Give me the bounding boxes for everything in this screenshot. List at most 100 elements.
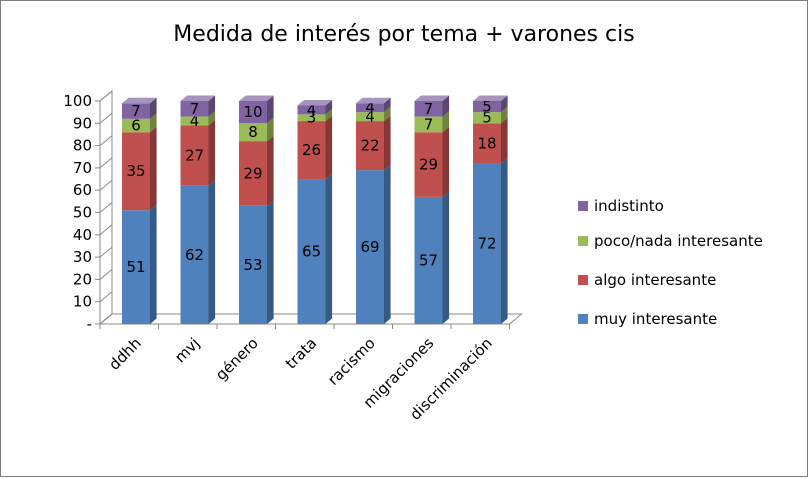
data-label: 27 <box>185 147 204 165</box>
bar-muy-interesante <box>122 210 150 324</box>
data-label: 35 <box>126 162 145 180</box>
x-category-label: ddhh <box>105 334 145 374</box>
bar-side-muy-interesante <box>325 173 333 324</box>
x-category-label: mvj <box>171 334 203 366</box>
data-label: 26 <box>302 141 321 159</box>
bar-side-muy-interesante <box>384 164 391 324</box>
y-tick-diag <box>99 112 113 124</box>
legend-swatch <box>578 275 588 285</box>
legend-label: poco/nada interesante <box>594 232 763 250</box>
bar-indistinto <box>414 101 443 117</box>
bar-poco-nada-interesante <box>122 118 150 133</box>
bar-muy-interesante <box>297 179 326 324</box>
bar-top <box>356 97 391 104</box>
bar-side-indistinto <box>267 95 274 124</box>
y-tick-label: - <box>87 315 92 333</box>
y-tick-diag <box>99 291 113 303</box>
y-tick-diag <box>99 135 113 146</box>
data-label: 8 <box>248 123 258 141</box>
bar-side-muy-interesante <box>501 157 508 324</box>
y-tick-label: 50 <box>73 204 92 222</box>
legend-label: indistinto <box>594 197 664 215</box>
bar-indistinto <box>122 103 150 119</box>
x-category-label: trata <box>282 334 320 372</box>
bar-top <box>239 95 274 101</box>
bar-top <box>180 95 216 101</box>
bar-poco-nada-interesante <box>180 116 209 126</box>
bar-side-algo-interesante <box>208 120 216 186</box>
bar-indistinto <box>473 101 501 113</box>
y-tick-diag <box>99 90 113 102</box>
bar-indistinto <box>356 103 384 113</box>
bar-algo-interesante <box>239 141 267 206</box>
y-tick-diag <box>99 224 113 236</box>
bar-algo-interesante <box>297 121 326 180</box>
data-label: 5 <box>482 98 492 116</box>
data-label: 3 <box>307 109 317 127</box>
bar-side-muy-interesante <box>442 191 450 324</box>
bar-muy-interesante <box>473 163 501 324</box>
bar-side-poco-nada-interesante <box>150 113 157 133</box>
bar-algo-interesante <box>180 125 209 186</box>
bar-side-algo-interesante <box>150 126 157 211</box>
bar-poco-nada-interesante <box>356 112 384 122</box>
legend-swatch <box>578 236 588 246</box>
bar-side-poco-nada-interesante <box>325 108 333 122</box>
data-label: 65 <box>302 243 321 261</box>
bar-side-muy-interesante <box>150 204 157 324</box>
bar-side-indistinto <box>384 97 391 113</box>
data-label: 6 <box>131 117 141 135</box>
bar-muy-interesante <box>180 185 209 324</box>
bar-poco-nada-interesante <box>473 112 501 124</box>
bar-indistinto <box>239 101 267 124</box>
data-label: 4 <box>365 108 375 126</box>
data-label: 51 <box>126 258 145 276</box>
bar-side-indistinto <box>442 95 450 117</box>
data-label: 57 <box>419 251 438 269</box>
bar-algo-interesante <box>356 121 384 171</box>
bar-top <box>414 95 450 101</box>
y-tick-label: 30 <box>73 248 92 266</box>
y-tick-label: 80 <box>73 137 92 155</box>
data-label: 29 <box>419 156 438 174</box>
y-tick-label: 70 <box>73 159 92 177</box>
y-tick-label: 10 <box>73 293 92 311</box>
data-label: 10 <box>243 103 262 121</box>
data-label: 5 <box>482 109 492 127</box>
bar-side-muy-interesante <box>267 200 274 324</box>
y-tick-label: 90 <box>73 114 92 132</box>
data-label: 7 <box>424 115 434 133</box>
x-category-label: racismo <box>324 334 379 389</box>
bar-muy-interesante <box>239 205 267 324</box>
data-label: 62 <box>185 246 204 264</box>
bar-top <box>297 99 333 106</box>
x-category-label: género <box>212 334 262 384</box>
data-label: 4 <box>190 112 200 130</box>
bar-side-algo-interesante <box>442 126 450 197</box>
y-tick-diag <box>99 157 113 169</box>
y-tick-diag <box>99 179 113 191</box>
legend-swatch <box>578 314 588 324</box>
data-label: 7 <box>190 100 200 118</box>
bar-muy-interesante <box>356 170 384 324</box>
data-label: 18 <box>477 134 496 152</box>
y-tick-diag <box>99 269 113 280</box>
data-label: 69 <box>360 238 379 256</box>
data-label: 7 <box>424 100 434 118</box>
bar-muy-interesante <box>414 196 443 324</box>
bar-algo-interesante <box>122 132 150 211</box>
y-tick-label: 20 <box>73 270 92 288</box>
bar-poco-nada-interesante <box>414 116 443 133</box>
bar-side-indistinto <box>150 97 157 119</box>
y-tick-diag <box>99 246 113 258</box>
y-tick-label: 40 <box>73 226 92 244</box>
data-label: 22 <box>360 137 379 155</box>
bar-side-poco-nada-interesante <box>208 111 216 126</box>
data-label: 72 <box>477 235 496 253</box>
bar-side-algo-interesante <box>501 117 508 164</box>
y-tick-label: 100 <box>63 92 92 110</box>
bar-algo-interesante <box>414 132 443 197</box>
bar-side-poco-nada-interesante <box>442 111 450 133</box>
bar-top <box>473 95 508 101</box>
legend-label: algo interesante <box>594 271 716 289</box>
